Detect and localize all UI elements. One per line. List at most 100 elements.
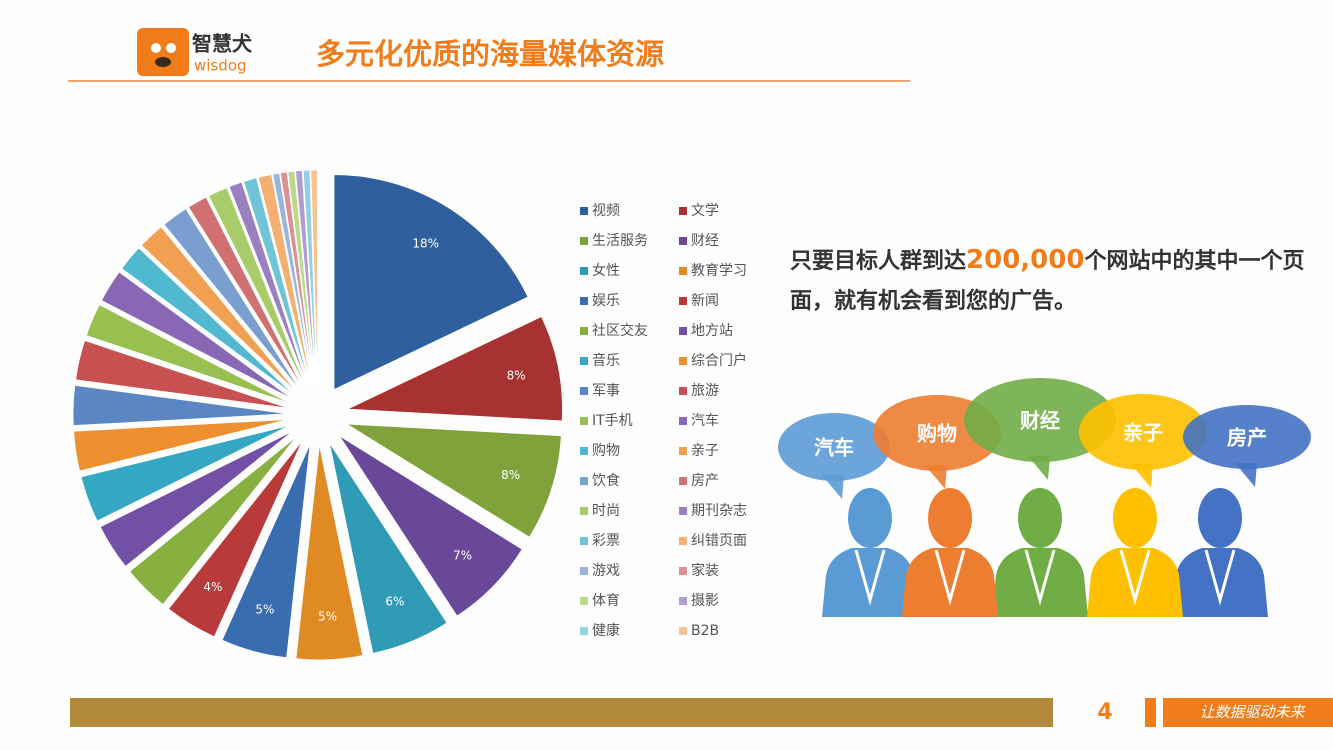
- legend-label: 音乐: [592, 352, 620, 369]
- legend-label: 视频: [592, 203, 620, 219]
- pie-slice: [208, 187, 307, 388]
- legend-swatch: [580, 537, 588, 545]
- footer-slogan: 让数据驱动未来: [1199, 703, 1306, 721]
- data-label: 4%: [203, 580, 222, 594]
- legend-label: 财经: [691, 233, 719, 249]
- legend-swatch: [679, 417, 687, 425]
- legend-swatch: [580, 507, 588, 515]
- legend-swatch: [580, 567, 588, 575]
- legend-label: 家装: [691, 562, 719, 579]
- legend-swatch: [580, 237, 588, 245]
- bubble: [964, 378, 1116, 462]
- pie-slice: [339, 435, 523, 617]
- legend-label: 新闻: [691, 293, 719, 309]
- legend-swatch: [679, 627, 687, 635]
- pie-slice: [129, 435, 298, 606]
- pie-slice: [310, 169, 318, 386]
- legend-swatch: [580, 207, 588, 215]
- legend-label: 娱乐: [592, 293, 620, 309]
- person-collar: [1204, 549, 1236, 606]
- legend-label: 文学: [691, 203, 719, 219]
- pie-slice: [73, 419, 289, 472]
- person-head: [848, 488, 892, 548]
- logo-icon: [137, 28, 189, 76]
- pie-slice: [228, 181, 309, 387]
- legend-label: 彩票: [592, 533, 620, 549]
- data-label: 6%: [385, 594, 404, 608]
- legend-swatch: [679, 387, 687, 395]
- legend-label: 综合门户: [691, 352, 747, 369]
- bubble-label: 购物: [917, 422, 957, 446]
- data-label: 5%: [318, 609, 337, 623]
- pie-slice: [85, 304, 291, 404]
- legend-label: 亲子: [691, 443, 719, 459]
- legend-swatch: [679, 237, 687, 245]
- legend-label: 女性: [592, 262, 620, 279]
- pie-slice: [72, 384, 289, 427]
- pie-slice: [121, 247, 296, 397]
- bubble-tail: [1131, 464, 1153, 488]
- pie-slice: [279, 171, 315, 386]
- person-collar: [1119, 549, 1151, 606]
- legend-swatch: [580, 327, 588, 335]
- bubble-tail: [1028, 456, 1050, 480]
- legend-swatch: [580, 267, 588, 275]
- pie-slice: [346, 423, 562, 538]
- pie-slice: [100, 271, 293, 400]
- person-body: [902, 548, 998, 617]
- legend-label: 饮食: [592, 472, 620, 489]
- legend-label: 健康: [592, 622, 620, 639]
- legend-swatch: [580, 297, 588, 305]
- person-collar: [854, 549, 886, 606]
- legend-swatch: [679, 357, 687, 365]
- legend-swatch: [580, 597, 588, 605]
- bubble-label: 汽车: [814, 436, 854, 460]
- pie-slice: [163, 208, 301, 391]
- legend-label: B2B: [691, 623, 719, 639]
- legend-swatch: [580, 417, 588, 425]
- person-head: [928, 488, 972, 548]
- legend-swatch: [679, 267, 687, 275]
- legend-swatch: [580, 387, 588, 395]
- footer-mark: [1145, 698, 1156, 727]
- pie-slice: [167, 440, 303, 638]
- bubble-label: 亲子: [1123, 421, 1163, 445]
- pie-slice: [243, 177, 311, 387]
- logo-eye: [166, 43, 176, 53]
- legend-label: 教育学习: [691, 263, 747, 279]
- logo-eye: [151, 43, 161, 53]
- pie-slice: [347, 316, 563, 422]
- legend-label: IT手机: [592, 413, 633, 429]
- person-body: [822, 548, 918, 617]
- legend-label: 纠错页面: [691, 533, 747, 549]
- pie-slice: [257, 174, 312, 386]
- bubble-tail: [822, 475, 844, 499]
- pie-slice: [287, 170, 316, 386]
- legend-swatch: [679, 207, 687, 215]
- pie-slice: [333, 174, 529, 391]
- data-label: 7%: [453, 549, 472, 563]
- pie-slice: [295, 170, 317, 386]
- message-text: 只要目标人群到达: [790, 249, 967, 274]
- illustration: 汽车 购物 财经 亲子 房产: [778, 378, 1311, 617]
- legend-swatch: [679, 297, 687, 305]
- bubble-tail: [1235, 463, 1257, 487]
- legend-label: 社区交友: [592, 322, 648, 339]
- pie-slice: [140, 226, 298, 394]
- logo-nose: [155, 57, 171, 67]
- legend-label: 房产: [691, 473, 719, 489]
- person-body: [1087, 548, 1183, 617]
- person-collar: [934, 549, 966, 606]
- legend-label: 地方站: [691, 323, 733, 339]
- legend-swatch: [679, 537, 687, 545]
- legend-swatch: [580, 627, 588, 635]
- bubble: [778, 413, 890, 481]
- footer-bar: [70, 698, 1053, 727]
- person-head: [1113, 488, 1157, 548]
- legend-label: 游戏: [592, 563, 620, 579]
- legend-swatch: [580, 357, 588, 365]
- legend-swatch: [580, 477, 588, 485]
- legend-label: 摄影: [691, 593, 719, 609]
- legend-label: 时尚: [592, 503, 620, 519]
